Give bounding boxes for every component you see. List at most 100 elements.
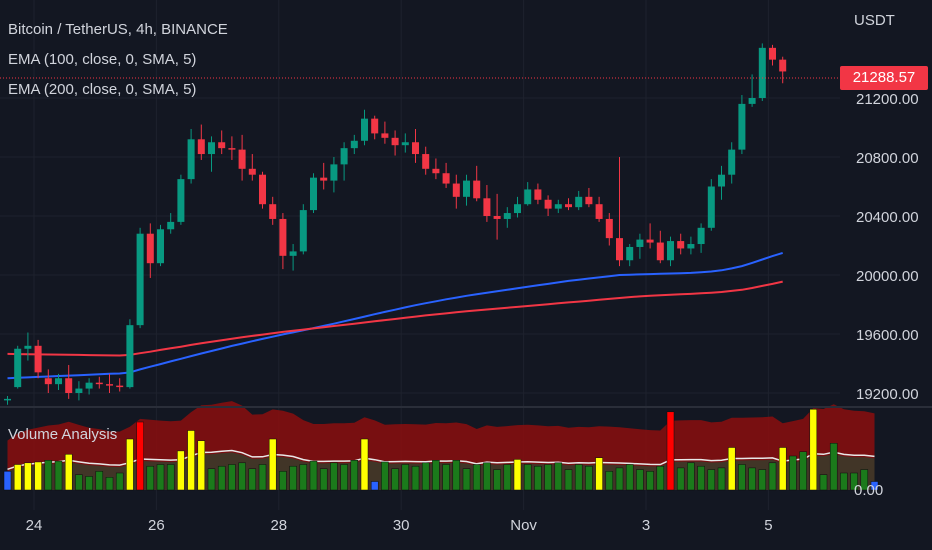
volume-bar [238, 462, 246, 491]
candle-body [116, 385, 124, 388]
volume-bar [44, 460, 53, 491]
candle-body [534, 189, 542, 200]
volume-bar [309, 460, 318, 491]
volume-bar [177, 450, 185, 491]
volume-bar [381, 461, 389, 491]
volume-bar [585, 465, 593, 491]
volume-bar [330, 462, 338, 491]
volume-bar [166, 464, 175, 491]
volume-analysis-legend[interactable]: Volume Analysis [8, 426, 118, 443]
volume-bar [717, 467, 726, 491]
volume-bar [860, 469, 869, 491]
candle-body [758, 47, 766, 98]
candle-body [391, 137, 399, 146]
candle-body [75, 388, 83, 393]
ema-200-legend[interactable]: EMA (200, close, 0, SMA, 5) [8, 81, 197, 98]
currency-label[interactable]: USDT [854, 12, 895, 29]
candle-body [677, 241, 685, 249]
candle-body [595, 204, 603, 219]
candle-body [585, 196, 593, 205]
volume-bar [350, 460, 359, 491]
candles [4, 43, 787, 405]
price-axis[interactable]: 19200.00 19600.00 20000.00 20400.00 20800.00… [856, 91, 919, 403]
volume-bar [656, 465, 665, 491]
volume-bar [523, 464, 532, 491]
ema-100-line [7, 251, 783, 380]
volume-bar [370, 481, 379, 491]
volume-bar [799, 451, 807, 491]
candle-body [218, 142, 226, 149]
volume-bar [279, 471, 287, 491]
time-axis[interactable]: 24 26 28 30 Nov 3 5 [26, 517, 773, 534]
volume-bar [289, 465, 297, 491]
volume-bars [3, 409, 879, 491]
volume-bar [697, 465, 705, 491]
candle-body [616, 238, 623, 261]
price-tick-label: 20800.00 [856, 150, 919, 167]
volume-bar [432, 460, 440, 491]
candle-body [259, 174, 266, 205]
volume-bar [217, 465, 226, 491]
volume-bar [554, 462, 563, 491]
volume-bar [768, 462, 777, 491]
volume-bar [850, 472, 858, 491]
candle-body [24, 345, 32, 349]
candle-body [412, 142, 419, 155]
volume-bar [666, 411, 675, 491]
volume-bar [156, 464, 165, 491]
volume-bar [401, 464, 410, 491]
volume-bar [85, 476, 93, 491]
candle-body [65, 378, 73, 393]
candle-body [738, 103, 746, 150]
volume-bar [75, 474, 83, 491]
volume-bar [574, 464, 583, 491]
candle-body [208, 142, 215, 155]
candle-body [524, 189, 532, 205]
volume-bar [3, 471, 12, 491]
time-tick-label: 3 [642, 517, 650, 534]
candle-body [187, 139, 195, 180]
volume-bar [13, 464, 22, 491]
candle-body [330, 164, 338, 181]
time-tick-label: 5 [764, 517, 772, 534]
symbol-title[interactable]: Bitcoin / TetherUS, 4h, BINANCE [8, 21, 228, 38]
candle-body [197, 139, 205, 155]
price-tick-label: 20000.00 [856, 268, 919, 285]
volume-bar [472, 464, 481, 491]
volume-bar [687, 462, 695, 491]
volume-bar [605, 471, 614, 491]
price-tick-label: 19600.00 [856, 327, 919, 344]
volume-bar [544, 464, 552, 491]
candle-body [422, 154, 430, 169]
candle-body [126, 325, 134, 388]
candle-body [452, 183, 460, 197]
price-tick-label: 21200.00 [856, 91, 919, 108]
volume-bar [228, 464, 236, 491]
volume-bar [340, 464, 348, 491]
volume-bar [636, 469, 644, 491]
price-tick-label: 19200.00 [856, 386, 919, 403]
candle-body [718, 174, 725, 187]
volume-bar [64, 454, 73, 491]
last-price-badge: 21288.57 [840, 66, 928, 90]
candle-body [565, 204, 572, 208]
candle-body [340, 148, 348, 165]
ema-100-legend[interactable]: EMA (100, close, 0, SMA, 5) [8, 51, 197, 68]
candle-body [646, 239, 654, 243]
volume-bar [513, 459, 522, 491]
volume-bar [360, 438, 369, 491]
candle-body [228, 148, 236, 150]
volume-bar [115, 472, 124, 491]
candle-body [55, 378, 62, 385]
candle-body [269, 204, 277, 219]
volume-bar [595, 457, 603, 491]
volume-bar [248, 468, 257, 491]
candle-body [748, 98, 756, 104]
candle-body [167, 221, 175, 230]
candle-body [401, 142, 409, 146]
candle-body [146, 233, 154, 264]
volume-bar [870, 481, 879, 491]
volume-bar [534, 465, 542, 491]
candle-body [473, 180, 481, 199]
